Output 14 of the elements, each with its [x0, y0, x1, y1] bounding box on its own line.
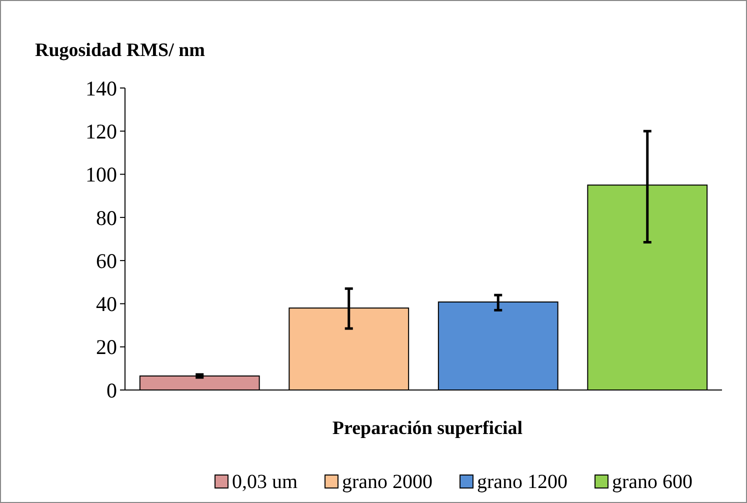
y-tick-label: 80 — [96, 206, 117, 230]
legend-label: grano 1200 — [477, 471, 568, 493]
y-tick-label: 120 — [86, 119, 117, 144]
legend-label: 0,03 um — [232, 471, 298, 493]
x-axis-title: Preparación superficial — [332, 418, 523, 439]
chart-title: Rugosidad RMS/ nm — [35, 40, 206, 61]
legend-label: grano 2000 — [342, 471, 433, 493]
y-tick-label: 0 — [106, 378, 117, 402]
legend-label: grano 600 — [612, 471, 693, 493]
y-tick-label: 40 — [96, 292, 117, 316]
y-tick-label: 60 — [96, 248, 117, 273]
y-tick-label: 140 — [86, 76, 117, 100]
y-tick-label: 20 — [96, 335, 117, 360]
y-tick-label: 100 — [86, 162, 117, 187]
